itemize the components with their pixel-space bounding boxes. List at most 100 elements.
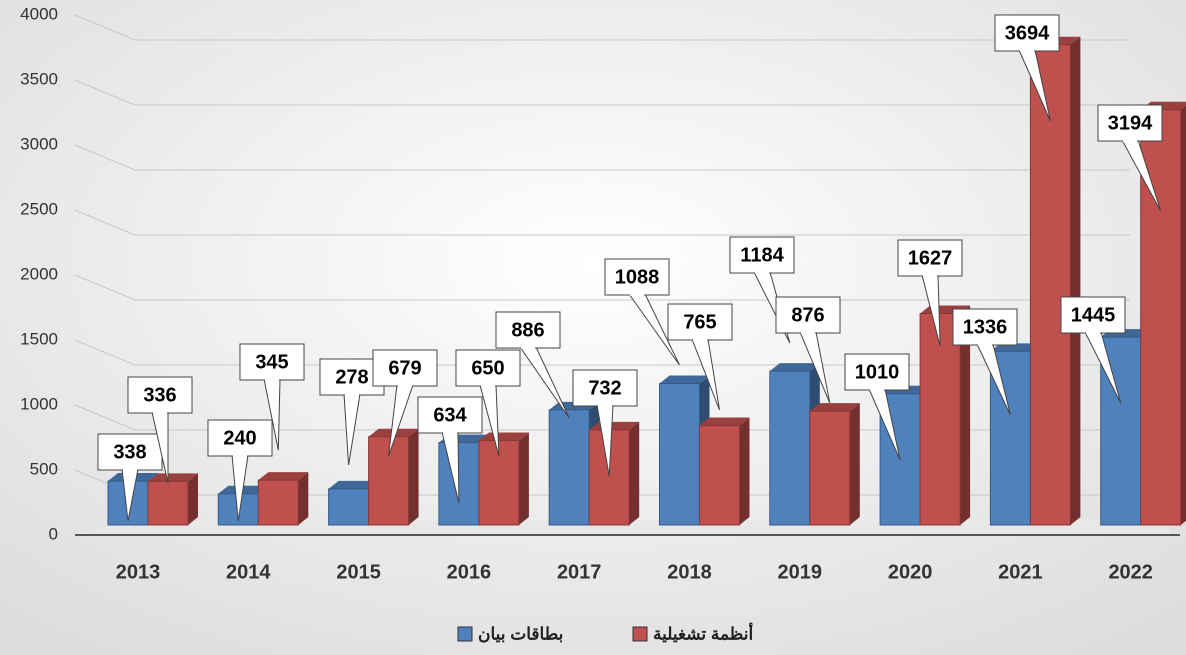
callout-cover xyxy=(233,454,247,457)
x-tick-label: 2018 xyxy=(667,561,712,583)
grid-line xyxy=(74,14,1130,41)
callout-box xyxy=(572,369,638,407)
bar xyxy=(147,473,198,526)
data-label: 240 xyxy=(223,427,256,449)
callout-cover xyxy=(1123,139,1137,142)
callout-cover xyxy=(598,404,612,407)
x-tick-label: 2015 xyxy=(336,561,381,583)
callout-box xyxy=(417,396,483,434)
callout-box xyxy=(239,343,305,381)
callout-box xyxy=(1060,296,1126,334)
bar-side xyxy=(188,473,198,525)
bar-top xyxy=(328,480,379,489)
callout-box xyxy=(844,353,910,391)
bar-front xyxy=(257,479,299,526)
bar-front xyxy=(548,409,590,526)
x-tick-label: 2014 xyxy=(226,561,271,583)
bar xyxy=(368,428,419,526)
callout-cover xyxy=(755,271,769,274)
callout-cover xyxy=(1086,331,1100,334)
x-tick-label: 2017 xyxy=(557,561,602,583)
callout-cover xyxy=(693,338,707,341)
callout-cover xyxy=(443,431,457,434)
y-tick-label: 500 xyxy=(30,459,58,478)
data-label: 765 xyxy=(683,311,716,333)
callout-cover xyxy=(801,331,815,334)
data-label: 3694 xyxy=(1005,22,1050,44)
callout-box xyxy=(372,349,438,387)
callout-cover xyxy=(521,346,535,349)
bar-front xyxy=(1029,44,1071,526)
data-label: 336 xyxy=(143,384,176,406)
legend-label: أنظمة تشغيلية xyxy=(653,621,753,643)
x-tick-label: 2021 xyxy=(998,561,1043,583)
legend-swatch xyxy=(632,626,648,642)
data-label: 1184 xyxy=(740,244,784,266)
bar-top xyxy=(478,432,529,441)
bar-top xyxy=(258,472,309,481)
bar-side xyxy=(960,305,971,525)
data-label: 278 xyxy=(335,366,368,388)
bar-top xyxy=(148,473,198,482)
data-label: 338 xyxy=(113,441,146,463)
bar xyxy=(699,417,750,526)
bar-top xyxy=(809,403,860,412)
data-label: 886 xyxy=(511,319,544,341)
y-tick-label: 3500 xyxy=(20,69,58,88)
callout-cover xyxy=(153,411,167,414)
bar-side xyxy=(408,428,419,525)
bar-side xyxy=(1070,36,1081,525)
callout-cover xyxy=(345,393,359,396)
bar xyxy=(257,472,309,526)
callout-cover xyxy=(265,378,279,381)
x-tick-label: 2022 xyxy=(1108,561,1153,583)
bar-side xyxy=(739,417,750,525)
data-label: 650 xyxy=(471,357,504,379)
bar-side xyxy=(298,472,309,525)
callout-cover xyxy=(1020,49,1034,52)
callout-cover xyxy=(978,343,992,346)
bar xyxy=(919,305,971,526)
bar-front xyxy=(919,312,961,526)
grid-line xyxy=(74,144,1130,171)
callout-cover xyxy=(630,293,644,296)
data-label: 1445 xyxy=(1071,304,1116,326)
bar-side xyxy=(849,403,860,525)
y-tick-label: 2500 xyxy=(20,199,58,218)
legend-label: بطاقات بيان xyxy=(478,624,563,643)
data-label: 732 xyxy=(588,377,621,399)
bar-front xyxy=(699,425,740,526)
callout-box xyxy=(207,419,273,457)
callout-cover xyxy=(870,388,884,391)
callout-cover xyxy=(923,274,937,277)
y-tick-label: 4000 xyxy=(20,4,58,23)
data-label: 679 xyxy=(388,357,421,379)
x-tick-label: 2013 xyxy=(116,561,161,583)
data-label: 345 xyxy=(255,351,288,373)
data-label: 876 xyxy=(791,304,824,326)
x-tick-label: 2020 xyxy=(888,561,933,583)
bar xyxy=(1140,101,1186,526)
callout-box xyxy=(729,236,795,274)
bar xyxy=(588,421,640,526)
bar-top xyxy=(769,363,820,372)
callout-cover xyxy=(398,384,412,387)
y-tick-label: 2000 xyxy=(20,264,58,283)
callout-cover xyxy=(123,468,137,471)
bar-front xyxy=(368,436,410,526)
bar-side xyxy=(1180,105,1186,525)
bar-front xyxy=(809,410,851,526)
bar xyxy=(809,403,860,526)
grid-line xyxy=(74,209,1130,236)
x-tick-label: 2019 xyxy=(778,561,823,583)
data-label: 3194 xyxy=(1108,112,1153,134)
y-tick-label: 3000 xyxy=(20,134,58,153)
callout-box xyxy=(994,14,1060,52)
data-label: 634 xyxy=(433,404,467,426)
bar xyxy=(478,432,529,526)
bar-front xyxy=(769,370,811,526)
data-label: 1336 xyxy=(963,316,1008,338)
data-label: 1627 xyxy=(908,247,953,269)
y-tick-label: 1500 xyxy=(20,329,58,348)
bar-side xyxy=(518,432,529,525)
